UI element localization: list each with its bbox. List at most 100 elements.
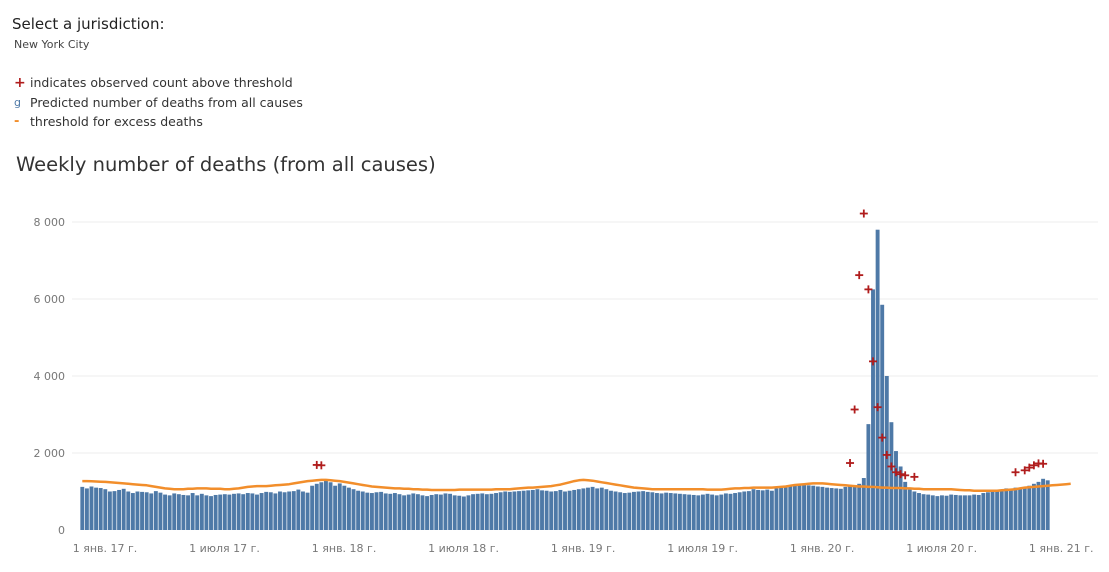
bar bbox=[875, 229, 880, 530]
bar bbox=[429, 494, 434, 530]
bar bbox=[167, 495, 172, 530]
x-tick-label: 1 июля 17 г. bbox=[189, 542, 260, 555]
plus-marker bbox=[317, 461, 326, 470]
bar bbox=[848, 484, 852, 530]
bar bbox=[512, 491, 517, 530]
bar bbox=[1008, 489, 1013, 530]
plus-marker bbox=[910, 472, 919, 481]
bar bbox=[967, 495, 972, 530]
bar bbox=[314, 483, 319, 530]
bar bbox=[659, 493, 664, 530]
bar bbox=[723, 493, 728, 530]
bar bbox=[255, 494, 259, 530]
legend-label-threshold: threshold for excess deaths bbox=[30, 114, 203, 130]
bar bbox=[668, 493, 673, 530]
x-tick-label: 1 янв. 19 г. bbox=[551, 542, 616, 555]
x-tick-label: 1 июля 18 г. bbox=[428, 542, 499, 555]
bar bbox=[236, 493, 241, 530]
bar bbox=[369, 493, 374, 530]
y-tick-label: 0 bbox=[58, 524, 65, 537]
bar bbox=[985, 492, 990, 530]
bar bbox=[379, 491, 384, 530]
y-axis: 0 2 000 4 000 6 000 8 000 bbox=[34, 216, 66, 537]
bar bbox=[149, 493, 154, 530]
bar bbox=[769, 490, 774, 530]
bar bbox=[360, 491, 365, 530]
bar bbox=[80, 486, 85, 530]
bar bbox=[871, 289, 875, 530]
bar bbox=[953, 494, 958, 530]
bar bbox=[466, 495, 471, 530]
bar bbox=[282, 492, 287, 530]
bar bbox=[1013, 487, 1018, 530]
bar bbox=[645, 491, 650, 530]
bar bbox=[1031, 483, 1036, 530]
bar bbox=[420, 495, 425, 530]
bars bbox=[80, 229, 1050, 530]
plus-marker bbox=[855, 271, 864, 280]
grid-lines bbox=[72, 221, 1098, 454]
bar bbox=[176, 494, 181, 530]
legend-label-observed: indicates observed count above threshold bbox=[30, 75, 293, 91]
bar bbox=[521, 490, 526, 530]
bar bbox=[719, 494, 724, 530]
plus-marker bbox=[878, 433, 887, 442]
bar bbox=[760, 490, 765, 530]
bar bbox=[117, 489, 122, 530]
plus-marker bbox=[896, 470, 905, 479]
jurisdiction-select[interactable]: New York City bbox=[14, 38, 90, 51]
plus-marker bbox=[891, 468, 900, 477]
bar bbox=[140, 491, 145, 530]
bar bbox=[158, 492, 163, 530]
legend-label-predicted: Predicted number of deaths from all caus… bbox=[30, 94, 303, 110]
bar bbox=[204, 495, 209, 530]
bar bbox=[126, 491, 131, 530]
bar bbox=[581, 488, 586, 530]
bar bbox=[940, 495, 944, 530]
bar bbox=[186, 495, 190, 530]
bar bbox=[494, 493, 498, 530]
bar bbox=[705, 493, 710, 530]
bar bbox=[976, 494, 981, 530]
bar bbox=[728, 493, 733, 530]
bar bbox=[480, 493, 485, 530]
plus-marker bbox=[864, 285, 873, 294]
bar bbox=[664, 492, 669, 530]
bar bbox=[714, 495, 719, 530]
bar-marker-icon: g bbox=[14, 95, 21, 109]
bar bbox=[448, 493, 453, 530]
bar bbox=[172, 493, 177, 530]
bar bbox=[999, 489, 1004, 530]
bar bbox=[268, 492, 273, 530]
bar bbox=[641, 491, 646, 530]
bar bbox=[567, 490, 572, 530]
bar bbox=[305, 492, 310, 530]
bar bbox=[411, 493, 416, 530]
bar bbox=[392, 493, 397, 530]
bar bbox=[98, 488, 103, 530]
bar bbox=[590, 486, 595, 530]
bar bbox=[553, 491, 558, 530]
bar bbox=[599, 487, 604, 530]
bar bbox=[613, 491, 618, 530]
bar bbox=[415, 494, 420, 530]
bar bbox=[604, 489, 609, 530]
x-tick-label: 1 янв. 20 г. bbox=[790, 542, 855, 555]
jurisdiction-filter-title: Select a jurisdiction: bbox=[12, 15, 165, 33]
plus-marker bbox=[869, 357, 878, 366]
bar bbox=[838, 488, 843, 530]
bar bbox=[866, 424, 871, 530]
bar bbox=[1018, 487, 1023, 530]
plus-marker bbox=[846, 459, 855, 468]
bar bbox=[917, 493, 921, 530]
bar bbox=[1027, 485, 1032, 530]
y-tick-label: 6 000 bbox=[34, 293, 66, 306]
bar bbox=[1041, 478, 1046, 530]
bar bbox=[434, 494, 439, 530]
bar bbox=[912, 491, 917, 530]
bar bbox=[199, 493, 204, 530]
bar bbox=[232, 493, 236, 530]
bar bbox=[461, 496, 466, 530]
bar bbox=[857, 483, 862, 530]
